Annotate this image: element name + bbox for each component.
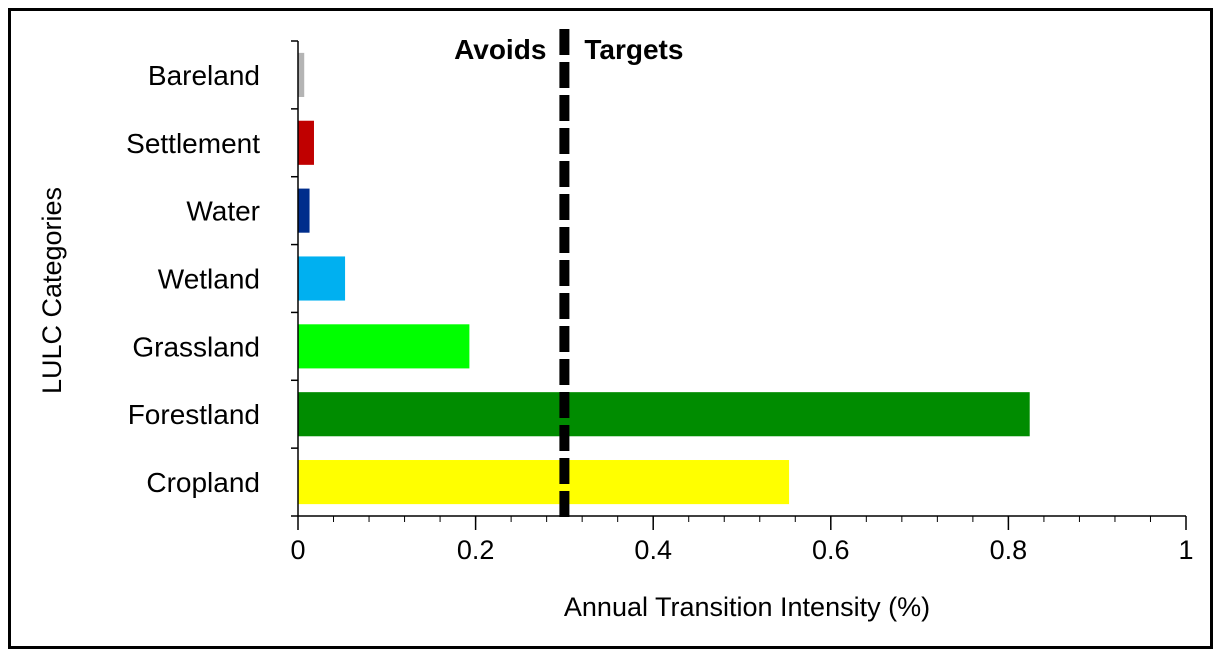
x-tick-label: 0.8 bbox=[990, 535, 1028, 565]
bars-group bbox=[298, 52, 1030, 505]
avoids-label: Avoids bbox=[454, 34, 546, 65]
category-label-water: Water bbox=[186, 196, 260, 227]
category-label-cropland: Cropland bbox=[146, 467, 260, 498]
category-label-forestland: Forestland bbox=[128, 399, 260, 430]
targets-label: Targets bbox=[584, 34, 683, 65]
category-label-grassland: Grassland bbox=[132, 331, 260, 362]
bar-forestland bbox=[298, 392, 1030, 437]
chart-frame: Cropland Forestland Grassland Wetland Water S… bbox=[8, 8, 1213, 649]
x-tick-label: 0.4 bbox=[634, 535, 672, 565]
axes-group bbox=[297, 41, 1186, 517]
category-label-settlement: Settlement bbox=[126, 128, 260, 159]
x-tick-label: 0.6 bbox=[812, 535, 850, 565]
x-tick-label: 0 bbox=[290, 535, 305, 565]
bar-cropland bbox=[298, 460, 790, 505]
bar-grassland bbox=[298, 324, 470, 369]
y-axis-title: LULC Categories bbox=[37, 187, 67, 394]
bar-wetland bbox=[298, 256, 346, 301]
x-tick-label: 0.2 bbox=[457, 535, 495, 565]
category-label-bareland: Bareland bbox=[148, 60, 260, 91]
x-axis-title: Annual Transition Intensity (%) bbox=[564, 592, 930, 622]
bar-water bbox=[298, 188, 310, 233]
x-tick-label: 1 bbox=[1178, 535, 1193, 565]
bar-bareland bbox=[298, 52, 305, 97]
category-labels: Cropland Forestland Grassland Wetland Water S… bbox=[126, 40, 298, 517]
bar-chart: Cropland Forestland Grassland Wetland Water S… bbox=[37, 29, 1194, 622]
category-label-wetland: Wetland bbox=[158, 264, 260, 295]
bar-settlement bbox=[298, 120, 314, 165]
x-ticks: 0 0.2 0.4 0.6 0.8 1 bbox=[290, 516, 1194, 565]
